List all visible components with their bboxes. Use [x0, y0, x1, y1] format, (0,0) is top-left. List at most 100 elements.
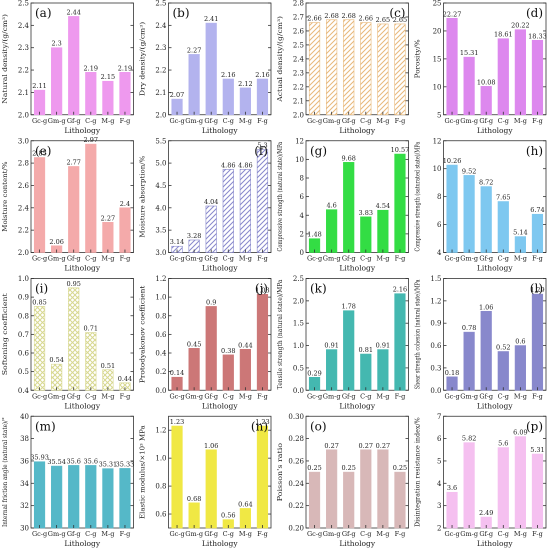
x-tick-label: M-g — [239, 117, 252, 125]
x-tick-label: Gm-g — [185, 117, 203, 125]
y-tick-label: 8 — [300, 175, 304, 183]
x-tick-label: Gf-g — [342, 392, 356, 400]
y-tick-label: 1.5 — [430, 275, 441, 283]
bar — [205, 449, 217, 529]
y-tick-label: 0.3 — [430, 364, 441, 372]
bar — [51, 47, 63, 116]
x-tick-label: Gm-g — [323, 117, 341, 125]
y-tick-label: 0.5 — [18, 368, 29, 376]
y-tick-label: 2.3 — [18, 44, 29, 52]
x-tick-label: C-g — [360, 117, 371, 125]
y-tick-label: 2.0 — [293, 297, 304, 305]
y-tick-label: 34 — [20, 480, 29, 488]
y-tick-label: 4 — [437, 249, 442, 257]
y-axis-label: Natural density/(g/cm³) — [1, 13, 9, 103]
x-tick-label: Gc-g — [444, 255, 459, 263]
y-tick-label: 2.8 — [293, 0, 304, 8]
chart-panel: 0.0 0.5 1.0 1.5 2.0 2.5 0.29 Gc-g 0.91 Gm-g 1.78 Gf… — [276, 275, 409, 410]
x-tick-label: F-g — [257, 117, 268, 125]
bar — [119, 468, 131, 529]
y-tick-label: 0.9 — [430, 320, 441, 328]
x-axis-label: Lithology — [339, 539, 375, 548]
y-tick-label: 7 — [437, 413, 441, 421]
bar — [256, 149, 269, 253]
x-tick-label: F-g — [257, 530, 268, 538]
chart-panel: 2.0 2.1 2.2 2.3 2.4 2.5 2.11 Gc-g 2.3 Gm-g 2.44 Gf-… — [1, 0, 134, 135]
data-label: 2.19 — [84, 64, 98, 72]
bar — [463, 442, 475, 529]
x-tick-label: C-g — [223, 392, 234, 400]
data-label: 0.78 — [462, 324, 476, 332]
x-axis-label: Lithology — [339, 264, 375, 273]
y-tick-label: 0.28 — [288, 435, 304, 443]
bar — [343, 471, 355, 529]
data-label: 4.04 — [204, 198, 218, 206]
data-label: 0.81 — [359, 346, 373, 354]
x-tick-label: F-g — [532, 117, 543, 125]
data-label: 22.27 — [443, 10, 462, 18]
x-tick-label: C-g — [223, 117, 234, 125]
y-tick-label: 1.0 — [155, 455, 166, 463]
y-tick-label: 3.0 — [18, 137, 29, 145]
x-tick-label: Gc-g — [32, 117, 47, 125]
data-label: 2.19 — [118, 64, 132, 72]
x-tick-label: Gf-g — [204, 392, 218, 400]
chart-panel: 4 6 8 10 12 10.26 Gc-g 9.52 Gm-g 8.72 Gf-g 7.65 C-g 5… — [414, 137, 547, 273]
data-label: 0.85 — [32, 298, 46, 306]
x-tick-label: M-g — [239, 255, 252, 263]
plot-frame — [305, 415, 409, 529]
panel-label: (i) — [35, 282, 48, 296]
x-tick-label: Gf-g — [342, 530, 356, 538]
x-tick-label: M-g — [376, 255, 389, 263]
data-label: 0.91 — [376, 342, 390, 350]
x-tick-label: F-g — [395, 117, 406, 125]
bar — [463, 175, 475, 253]
data-label: 2.49 — [479, 509, 493, 517]
bar — [68, 287, 80, 391]
bar — [343, 19, 355, 116]
y-tick-label: 0.30 — [288, 413, 304, 421]
panel-label: (b) — [173, 6, 190, 20]
y-tick-label: 32 — [20, 502, 29, 510]
data-label: 3.6 — [447, 484, 457, 492]
panel-label: (k) — [310, 282, 327, 296]
x-tick-label: Gm-g — [460, 392, 478, 400]
x-tick-label: Gf-g — [479, 117, 493, 125]
bar — [205, 205, 217, 253]
x-tick-label: M-g — [514, 392, 527, 400]
data-label: 2.77 — [66, 158, 80, 166]
x-tick-label: Gc-g — [444, 530, 459, 538]
data-label: 4.6 — [326, 202, 336, 210]
y-tick-label: 0.4 — [155, 350, 167, 358]
bar — [446, 164, 458, 253]
x-tick-label: C-g — [498, 255, 509, 263]
data-label: 0.18 — [445, 369, 459, 377]
x-tick-label: Gm-g — [48, 117, 66, 125]
data-label: 0.52 — [496, 344, 510, 352]
data-label: 0.25 — [341, 464, 355, 472]
chart-panel: 0.0 0.3 0.6 0.9 1.2 1.5 0.18 Gc-g 0.78 Gm-g 1.06 Gf… — [414, 275, 547, 410]
bar — [205, 306, 217, 391]
x-tick-label: F-g — [257, 392, 268, 400]
bar — [85, 71, 97, 116]
bar — [497, 201, 509, 253]
x-tick-label: M-g — [376, 530, 389, 538]
bar — [360, 353, 372, 391]
bar — [531, 453, 544, 529]
data-label: 1.78 — [341, 303, 355, 311]
x-tick-label: Gm-g — [185, 392, 203, 400]
data-label: 0.91 — [324, 342, 338, 350]
x-tick-label: M-g — [376, 117, 389, 125]
y-tick-label: 1.2 — [155, 427, 166, 435]
bar — [446, 491, 458, 529]
data-label: 8.72 — [479, 179, 493, 187]
x-tick-label: M-g — [101, 117, 114, 125]
chart-panel: 2.02.12.22.32.42.52.62.72.82.66Gc-g2.68G… — [276, 0, 409, 135]
y-tick-label: 5.5 — [155, 137, 166, 145]
x-tick-label: Gm-g — [48, 530, 66, 538]
bar — [171, 425, 183, 529]
plot-frame — [168, 2, 272, 116]
bar — [256, 294, 269, 391]
y-tick-label: 4 — [437, 480, 442, 488]
chart-panel: 30 32 34 36 38 40 35.93 Gc-g 35.54 Gm-g 35.6 Gf-g 35… — [1, 413, 134, 548]
